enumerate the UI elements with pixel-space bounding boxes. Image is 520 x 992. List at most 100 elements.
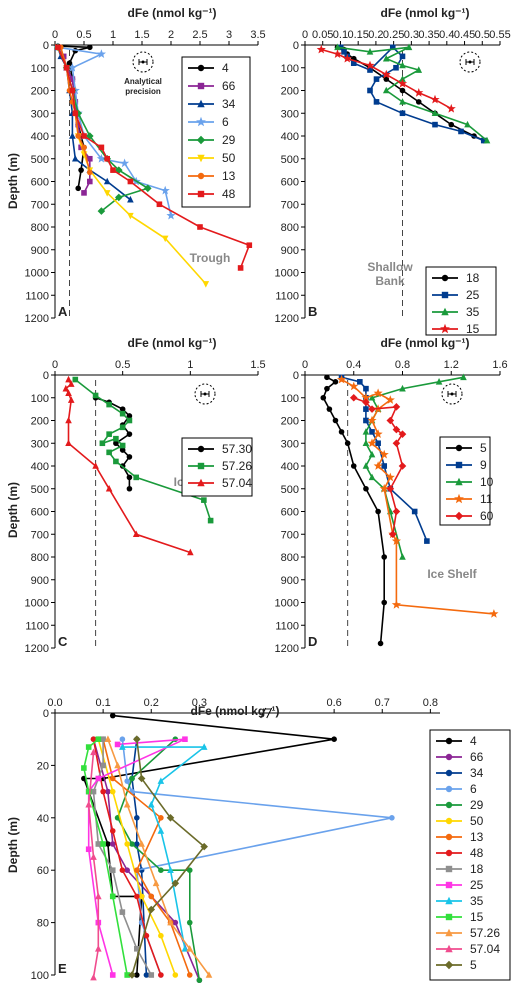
panel-letter: C bbox=[58, 634, 68, 649]
data-point bbox=[134, 946, 140, 952]
data-point bbox=[127, 178, 134, 185]
data-point bbox=[460, 373, 467, 381]
data-point bbox=[72, 154, 79, 162]
data-point bbox=[167, 918, 174, 926]
data-point bbox=[196, 977, 203, 984]
y-tick-label: 1100 bbox=[275, 620, 299, 632]
data-point bbox=[186, 867, 193, 873]
y-tick-label: 800 bbox=[281, 552, 299, 564]
data-point bbox=[201, 497, 207, 503]
y-tick-label: 1000 bbox=[25, 598, 49, 610]
x-tick-label: 1.5 bbox=[250, 359, 265, 371]
data-point bbox=[207, 517, 214, 524]
legend-marker bbox=[197, 172, 205, 180]
data-point bbox=[237, 265, 244, 271]
data-point bbox=[144, 184, 152, 193]
x-tick-label: 0.1 bbox=[333, 29, 348, 41]
data-point bbox=[363, 385, 369, 392]
data-point bbox=[338, 429, 345, 435]
data-point bbox=[106, 431, 112, 437]
data-point bbox=[331, 736, 337, 742]
data-point bbox=[389, 44, 396, 51]
data-point bbox=[90, 788, 97, 795]
data-point bbox=[158, 815, 164, 821]
data-point bbox=[382, 54, 390, 62]
data-point bbox=[143, 932, 150, 939]
legend-label: 50 bbox=[222, 151, 236, 165]
data-point bbox=[92, 462, 99, 469]
data-point bbox=[85, 744, 92, 750]
data-point bbox=[67, 63, 77, 72]
y-tick-label: 0 bbox=[43, 370, 49, 382]
data-point bbox=[398, 462, 407, 470]
x-tick-label: 1 bbox=[187, 359, 193, 371]
data-point bbox=[366, 48, 374, 55]
x-tick-label: 1 bbox=[110, 29, 116, 41]
x-tick-label: 3.5 bbox=[250, 29, 265, 41]
data-point bbox=[147, 905, 156, 914]
y-tick-label: 400 bbox=[281, 461, 299, 473]
precision-icon bbox=[194, 383, 216, 405]
data-point bbox=[483, 136, 491, 144]
data-point bbox=[386, 416, 395, 425]
data-point bbox=[424, 538, 430, 544]
series-5 bbox=[320, 374, 388, 647]
y-tick-label: 500 bbox=[281, 484, 299, 496]
series-57.26 bbox=[104, 735, 213, 978]
precision-icon bbox=[141, 60, 145, 64]
data-point bbox=[123, 800, 131, 808]
data-point bbox=[113, 435, 119, 442]
legend-label: 57.30 bbox=[222, 442, 252, 456]
legend-box bbox=[181, 56, 251, 208]
data-point bbox=[109, 841, 116, 847]
series-57.04 bbox=[62, 375, 194, 556]
legend-marker bbox=[455, 477, 463, 486]
legend: 57.30 57.26 57.04 bbox=[181, 437, 253, 497]
precision-icon bbox=[441, 383, 463, 405]
series-line bbox=[87, 752, 100, 978]
data-point bbox=[373, 429, 383, 438]
legend-marker bbox=[445, 944, 453, 953]
data-point bbox=[367, 87, 373, 94]
data-point bbox=[332, 49, 343, 58]
data-point bbox=[100, 788, 106, 795]
data-point bbox=[115, 193, 123, 202]
data-point bbox=[65, 375, 72, 383]
x-tick-label: 0.05 bbox=[312, 29, 333, 41]
data-point bbox=[373, 461, 383, 470]
data-point bbox=[92, 392, 99, 399]
x-tick-label: 0 bbox=[52, 29, 58, 41]
y-tick-label: 400 bbox=[281, 131, 299, 143]
data-point bbox=[67, 380, 75, 387]
data-point bbox=[78, 167, 84, 173]
data-point bbox=[385, 472, 395, 482]
data-point bbox=[350, 463, 357, 469]
data-point bbox=[415, 66, 423, 73]
legend-marker bbox=[445, 849, 453, 857]
legend-marker bbox=[445, 785, 453, 793]
data-point bbox=[133, 735, 141, 743]
data-point bbox=[367, 415, 377, 425]
y-tick-label: 300 bbox=[31, 108, 49, 120]
series-48 bbox=[55, 44, 253, 271]
x-tick-label: 0 bbox=[302, 29, 308, 41]
data-point bbox=[373, 76, 380, 82]
data-point bbox=[109, 972, 116, 978]
data-point bbox=[69, 76, 76, 82]
legend-marker bbox=[440, 323, 450, 334]
y-tick-label: 100 bbox=[281, 63, 299, 75]
y-tick-label: 700 bbox=[281, 529, 299, 541]
y-axis-title: Depth (m) bbox=[6, 482, 20, 538]
y-tick-label: 1200 bbox=[275, 313, 299, 325]
legend-marker bbox=[445, 896, 453, 905]
data-point bbox=[369, 429, 375, 435]
series-60 bbox=[349, 393, 407, 539]
legend-label: 5 bbox=[470, 958, 477, 972]
data-point bbox=[386, 484, 395, 493]
y-tick-label: 600 bbox=[31, 507, 49, 519]
data-point bbox=[96, 49, 106, 58]
y-tick-label: 500 bbox=[31, 484, 49, 496]
y-tick-label: 900 bbox=[281, 575, 299, 587]
data-point bbox=[119, 406, 126, 412]
data-point bbox=[119, 743, 126, 750]
